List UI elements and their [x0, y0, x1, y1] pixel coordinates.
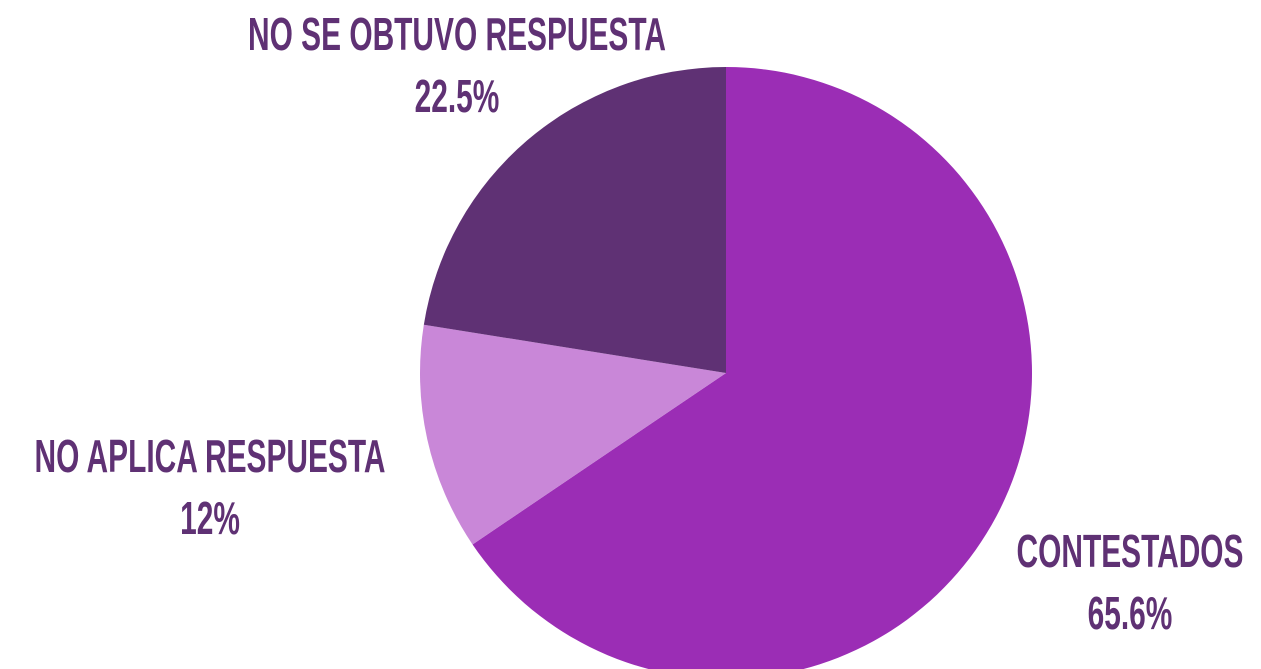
- slice-value-group: 12%: [180, 494, 240, 545]
- slice-category-label: NO APLICA RESPUESTA: [35, 432, 386, 483]
- slice-value-group: 22.5%: [415, 72, 500, 123]
- pie-slice: [420, 324, 726, 545]
- pie-slice: [472, 67, 1032, 669]
- slice-category-label: NO SE OBTUVO RESPUESTA: [248, 10, 666, 61]
- slice-label-group: NO APLICA RESPUESTA: [35, 432, 386, 483]
- slice-category-label: CONTESTADOS: [1017, 527, 1244, 578]
- slice-value-label: 12%: [180, 494, 240, 545]
- slice-label-group: NO SE OBTUVO RESPUESTA: [248, 10, 666, 61]
- slice-value-label: 65.6%: [1088, 589, 1173, 640]
- slice-value-group: 65.6%: [1088, 589, 1173, 640]
- pie-slice: [423, 67, 726, 373]
- slice-value-label: 22.5%: [415, 72, 500, 123]
- slice-label-group: CONTESTADOS: [1017, 527, 1244, 578]
